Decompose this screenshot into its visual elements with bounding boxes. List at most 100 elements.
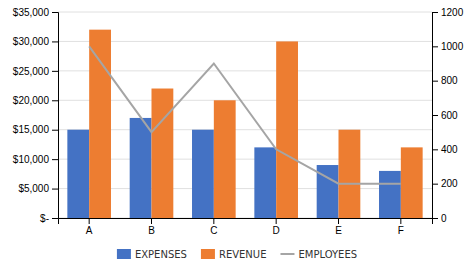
tick: $15,000 (13, 124, 58, 135)
grid (58, 12, 432, 218)
y-axis: $- $5,000 $10,000 $15,000 $20,000 $25,000 $30,… (13, 7, 59, 224)
tick-mark (432, 81, 438, 82)
grid-line (58, 12, 432, 13)
x-axis: A B C D E F (59, 218, 433, 236)
tick-mark (52, 12, 58, 13)
legend-item: REVENUE (201, 249, 267, 260)
legend-swatch (117, 249, 131, 259)
tick: 1000 (432, 41, 464, 52)
legend: EXPENSES REVENUE EMPLOYEES (117, 249, 357, 260)
tick: 400 (432, 144, 458, 155)
tick-label: 0 (441, 213, 447, 224)
legend-swatch (280, 253, 294, 255)
tick-label: D (273, 225, 280, 236)
bar (67, 130, 89, 218)
tick: 0 (432, 213, 447, 224)
tick-label: 1000 (441, 41, 464, 52)
tick-mark (432, 115, 438, 116)
tick-label: $30,000 (13, 36, 50, 47)
tick-mark (52, 159, 58, 160)
bar (192, 130, 214, 218)
tick-mark (432, 149, 438, 150)
tick-label: B (148, 225, 155, 236)
tick: C (210, 218, 217, 236)
axis-line (59, 219, 433, 225)
tick-mark (52, 218, 58, 219)
axis-line (433, 13, 439, 219)
plot: A B C D E F $- $5,000 $10,000 $15,000 $20,000 $25,0… (13, 7, 464, 236)
grid-line (58, 129, 432, 130)
tick-label: 400 (441, 144, 458, 155)
tick-mark (52, 100, 58, 101)
tick: $10,000 (13, 154, 58, 165)
grid-line (58, 159, 432, 160)
tick: $- (40, 213, 58, 224)
legend-label: REVENUE (219, 249, 267, 260)
bar (276, 41, 298, 218)
tick: 1200 (432, 7, 464, 18)
tick-label: $20,000 (13, 95, 50, 106)
tick: 800 (432, 75, 458, 86)
chart: A B C D E F $- $5,000 $10,000 $15,000 $20,000 $25,0… (0, 0, 474, 266)
tick-mark (52, 130, 58, 131)
legend-item: EMPLOYEES (280, 249, 357, 260)
grid-line (58, 100, 432, 101)
tick: $20,000 (13, 95, 58, 106)
tick-label: $25,000 (13, 66, 50, 77)
bar-series (89, 30, 422, 218)
tick-mark (151, 218, 152, 224)
grid-line (58, 70, 432, 71)
legend-label: EXPENSES (135, 249, 187, 260)
tick-mark (400, 218, 401, 224)
bar (339, 130, 361, 218)
tick-label: $10,000 (13, 154, 50, 165)
bar (379, 171, 401, 218)
bar (401, 147, 423, 218)
tick: E (335, 218, 342, 236)
tick-mark (52, 71, 58, 72)
axis-line (52, 13, 59, 219)
tick-label: $15,000 (13, 124, 50, 135)
marks (67, 30, 422, 218)
tick-mark (432, 218, 438, 219)
tick: B (148, 218, 155, 236)
tick-label: $- (40, 213, 49, 224)
grid-line (58, 41, 432, 42)
legend-swatch (201, 249, 215, 259)
bar (89, 30, 111, 218)
tick-mark (338, 218, 339, 224)
tick: 200 (432, 178, 458, 189)
tick-label: 800 (441, 75, 458, 86)
legend-label: EMPLOYEES (298, 249, 357, 260)
tick-label: 1200 (441, 7, 464, 18)
bar (254, 147, 276, 218)
tick-label: $5,000 (18, 183, 49, 194)
tick: $35,000 (13, 7, 58, 18)
y2-axis: 0 200 400 600 800 1000 1200 (432, 7, 464, 224)
tick-label: C (210, 225, 217, 236)
tick: $30,000 (13, 36, 58, 47)
tick-label: A (86, 225, 93, 236)
tick-label: F (398, 225, 404, 236)
bar (214, 100, 236, 218)
tick: $5,000 (18, 183, 58, 194)
bar (152, 89, 174, 218)
tick: D (273, 218, 280, 236)
tick-mark (432, 12, 438, 13)
grid-line (58, 188, 432, 189)
tick: A (86, 218, 93, 236)
tick-mark (432, 184, 438, 185)
tick-mark (89, 218, 90, 224)
bar (130, 118, 152, 218)
tick-mark (213, 218, 214, 224)
tick-label: $35,000 (13, 7, 50, 18)
legend-item: EXPENSES (117, 249, 187, 260)
tick-mark (52, 189, 58, 190)
tick: F (398, 218, 404, 236)
tick-mark (276, 218, 277, 224)
tick: 600 (432, 110, 458, 121)
tick-label: 600 (441, 110, 458, 121)
tick: $25,000 (13, 66, 58, 77)
tick-mark (432, 46, 438, 47)
tick-mark (52, 41, 58, 42)
